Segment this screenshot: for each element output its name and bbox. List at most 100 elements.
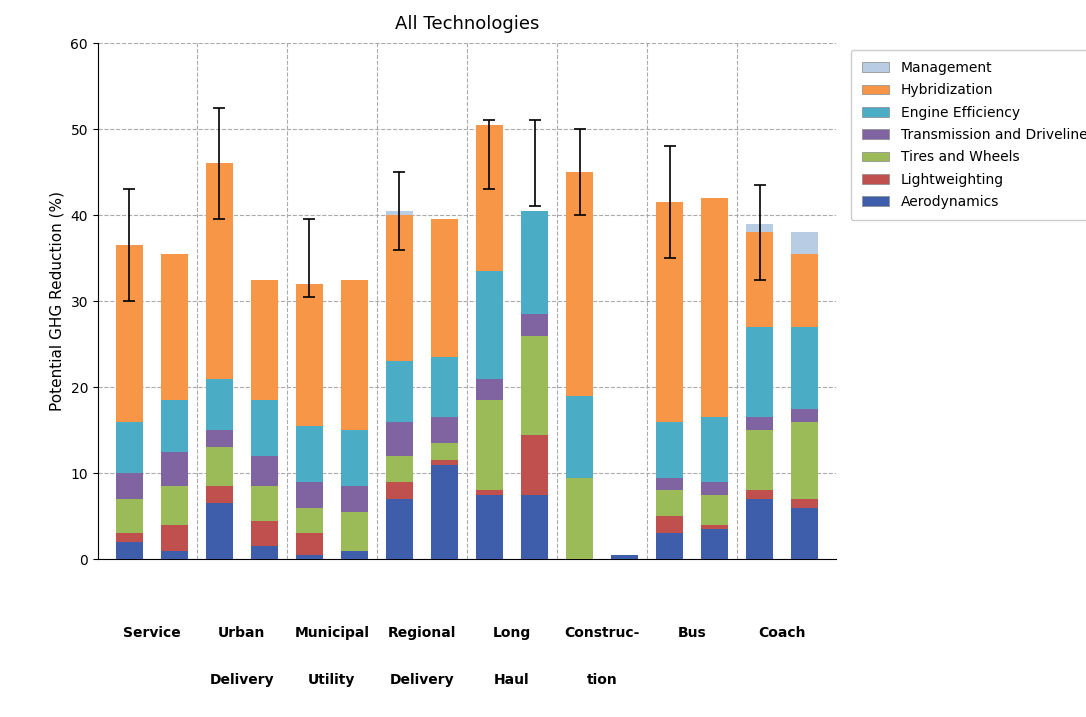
Bar	[116, 499, 142, 533]
Bar	[746, 499, 773, 559]
Bar	[251, 546, 278, 559]
Bar	[386, 215, 413, 361]
Bar	[386, 211, 413, 215]
Text: Utility: Utility	[308, 673, 355, 687]
Bar	[656, 478, 683, 490]
Bar	[476, 271, 503, 379]
Bar	[251, 400, 278, 456]
Bar	[206, 486, 232, 503]
Bar	[611, 555, 639, 559]
Bar	[792, 232, 818, 254]
Bar	[746, 430, 773, 490]
Bar	[476, 495, 503, 559]
Bar	[702, 529, 728, 559]
Bar	[206, 503, 232, 559]
Bar	[746, 327, 773, 417]
Bar	[702, 417, 728, 482]
Y-axis label: Potential GHG Reduction (%): Potential GHG Reduction (%)	[50, 191, 65, 411]
Text: Delivery: Delivery	[390, 673, 454, 687]
Bar	[566, 478, 593, 559]
Bar	[251, 486, 278, 521]
Bar	[521, 495, 548, 559]
Bar	[702, 525, 728, 529]
Bar	[566, 396, 593, 478]
Bar	[386, 482, 413, 499]
Bar	[341, 430, 368, 486]
Bar	[431, 443, 458, 460]
Text: Haul: Haul	[494, 673, 530, 687]
Text: Coach: Coach	[758, 627, 806, 640]
Bar	[656, 202, 683, 422]
Bar	[792, 508, 818, 559]
Bar	[792, 499, 818, 508]
Bar	[431, 465, 458, 559]
Bar	[341, 280, 368, 430]
Bar	[386, 499, 413, 559]
Bar	[386, 422, 413, 456]
Bar	[116, 422, 142, 473]
Bar	[431, 219, 458, 357]
Bar	[476, 379, 503, 400]
Bar	[206, 163, 232, 379]
Text: tion: tion	[586, 673, 618, 687]
Bar	[521, 314, 548, 336]
Bar	[656, 422, 683, 478]
Bar	[161, 551, 188, 559]
Bar	[746, 232, 773, 327]
Bar	[295, 555, 323, 559]
Text: Regional: Regional	[388, 627, 456, 640]
Bar	[341, 551, 368, 559]
Text: Long: Long	[493, 627, 531, 640]
Bar	[161, 400, 188, 452]
Bar	[656, 533, 683, 559]
Bar	[251, 521, 278, 546]
Bar	[161, 525, 188, 551]
Bar	[116, 542, 142, 559]
Bar	[702, 495, 728, 525]
Bar	[341, 486, 368, 512]
Bar	[295, 533, 323, 555]
Text: Urban: Urban	[218, 627, 265, 640]
Bar	[656, 490, 683, 516]
Bar	[206, 379, 232, 430]
Bar	[746, 490, 773, 499]
Bar	[251, 280, 278, 400]
Bar	[521, 211, 548, 314]
Bar	[746, 224, 773, 232]
Bar	[476, 490, 503, 495]
Bar	[386, 456, 413, 482]
Bar	[116, 245, 142, 422]
Bar	[386, 361, 413, 422]
Title: All Technologies: All Technologies	[395, 15, 539, 33]
Bar	[521, 336, 548, 435]
Bar	[341, 512, 368, 551]
Bar	[702, 198, 728, 417]
Text: Service: Service	[123, 627, 180, 640]
Bar	[295, 284, 323, 426]
Bar	[702, 482, 728, 495]
Bar	[746, 417, 773, 430]
Bar	[206, 430, 232, 447]
Bar	[792, 254, 818, 327]
Bar	[161, 486, 188, 525]
Bar	[431, 460, 458, 465]
Bar	[521, 435, 548, 495]
Bar	[566, 172, 593, 396]
Text: Bus: Bus	[678, 627, 707, 640]
Bar	[206, 447, 232, 486]
Bar	[792, 409, 818, 422]
Bar	[116, 473, 142, 499]
Bar	[295, 426, 323, 482]
Bar	[161, 452, 188, 486]
Bar	[792, 327, 818, 409]
Bar	[431, 357, 458, 417]
Bar	[476, 125, 503, 271]
Bar	[792, 422, 818, 499]
Bar	[656, 516, 683, 533]
Legend: Management, Hybridization, Engine Efficiency, Transmission and Driveline, Tires : Management, Hybridization, Engine Effici…	[850, 50, 1086, 220]
Bar	[295, 482, 323, 508]
Bar	[116, 533, 142, 542]
Bar	[251, 456, 278, 486]
Bar	[295, 508, 323, 533]
Bar	[431, 417, 458, 443]
